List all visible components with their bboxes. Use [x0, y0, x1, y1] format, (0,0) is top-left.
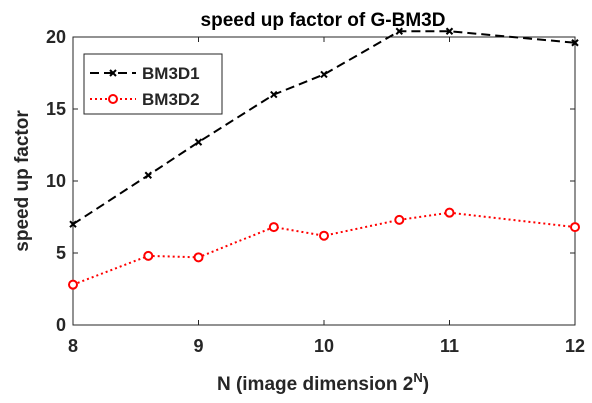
series-bm3d2 — [68, 207, 580, 290]
data-point — [394, 214, 405, 225]
series-line — [72, 30, 576, 226]
data-point — [444, 207, 455, 218]
y-tick-label: 5 — [56, 243, 66, 263]
x-tick-label: 12 — [565, 336, 585, 356]
ticks-layer: 8 9 10 11 12 0 5 10 15 20 — [46, 27, 585, 356]
y-tick-label: 0 — [56, 315, 66, 335]
x-axis-label-main: N (image dimension 2 — [217, 374, 413, 395]
data-point — [445, 27, 454, 35]
data-point — [68, 279, 78, 290]
x-axis-label: N (image dimension 2N) — [217, 370, 429, 395]
legend-item-bm3d2: BM3D2 — [90, 90, 200, 109]
y-tick-label: 20 — [46, 27, 66, 47]
series-layer — [68, 27, 580, 290]
x-tick-label: 10 — [314, 336, 334, 356]
data-point — [193, 252, 204, 263]
x-axis-label-suffix: ) — [423, 374, 429, 395]
data-point — [143, 250, 154, 261]
x-tick-label: 9 — [193, 336, 203, 356]
chart-title: speed up factor of G-BM3D — [201, 10, 446, 31]
y-axis-label: speed up factor — [12, 110, 33, 252]
legend-items: BM3D1 BM3D2 — [90, 64, 200, 109]
data-point — [571, 39, 579, 47]
data-point — [268, 222, 279, 233]
legend-item-bm3d1: BM3D1 — [90, 64, 200, 83]
legend-label: BM3D1 — [142, 64, 200, 83]
legend-box — [83, 53, 223, 115]
data-point — [319, 230, 329, 241]
data-point — [320, 70, 328, 79]
legend: BM3D1 BM3D2 — [83, 53, 223, 115]
y-tick-label: 15 — [46, 99, 66, 119]
legend-label: BM3D2 — [142, 90, 200, 109]
data-point — [108, 94, 118, 104]
data-point — [69, 220, 77, 228]
data-point — [570, 222, 580, 233]
data-point — [270, 90, 278, 99]
x-tick-label: 8 — [68, 336, 78, 356]
y-tick-label: 10 — [46, 171, 66, 191]
data-point — [194, 138, 203, 146]
x-axis-label-sup: N — [413, 370, 422, 385]
x-tick-label: 11 — [440, 336, 459, 356]
series-bm3d1 — [69, 27, 579, 228]
data-point — [109, 69, 117, 77]
data-point — [144, 171, 153, 179]
data-point — [395, 27, 404, 35]
